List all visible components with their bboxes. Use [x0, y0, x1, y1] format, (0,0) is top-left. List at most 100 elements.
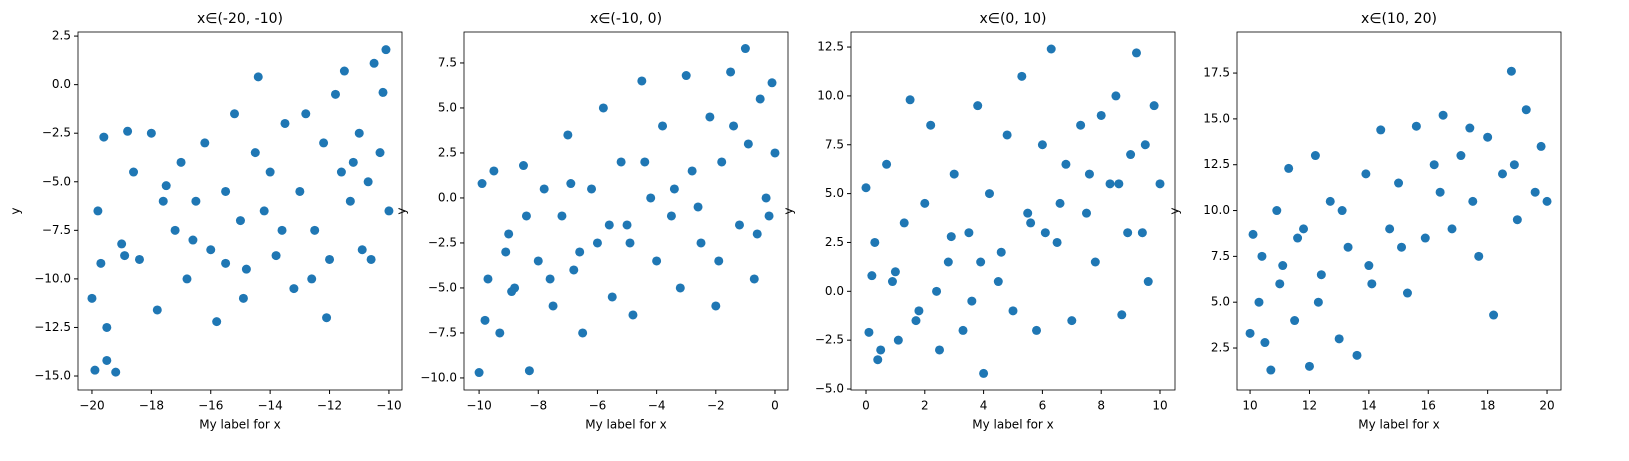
scatter-point	[557, 211, 567, 221]
scatter-point	[1131, 48, 1141, 58]
scatter-point	[1299, 224, 1309, 234]
scatter-point	[646, 193, 656, 203]
scatter-point	[253, 72, 263, 82]
scatter-point	[524, 366, 534, 376]
scatter-point	[887, 277, 897, 287]
y-tick-label: −7.5	[42, 223, 71, 237]
x-tick-label: 12	[1302, 399, 1317, 413]
scatter-point	[1438, 110, 1448, 120]
scatter-point	[658, 121, 668, 131]
scatter-point	[743, 139, 753, 149]
y-tick-label: 2.5	[825, 235, 844, 249]
scatter-point	[495, 328, 505, 338]
scatter-point	[749, 274, 759, 284]
scatter-point	[770, 148, 780, 158]
scatter-point	[946, 232, 956, 242]
y-tick-label: −2.5	[42, 126, 71, 140]
scatter-point	[905, 95, 915, 105]
y-tick-label: 7.5	[825, 137, 844, 151]
scatter-point	[1155, 179, 1165, 189]
scatter-point	[666, 211, 676, 221]
scatter-point	[625, 238, 635, 248]
scatter-point	[729, 121, 739, 131]
axes-frame	[463, 31, 789, 391]
x-axis-label: My label for x	[1358, 418, 1440, 432]
scatter-point	[357, 245, 367, 255]
scatter-point	[893, 335, 903, 345]
scatter-point	[533, 256, 543, 266]
scatter-point	[123, 126, 133, 136]
scatter-point	[1334, 334, 1344, 344]
scatter-point	[507, 287, 517, 297]
scatter-point	[1117, 310, 1127, 320]
scatter-point	[1411, 121, 1421, 131]
scatter-point	[93, 206, 103, 216]
scatter-point	[504, 229, 514, 239]
scatter-point	[289, 284, 299, 294]
x-tick-label: 2	[921, 399, 929, 413]
scatter-point	[890, 267, 900, 277]
scatter-point	[1126, 150, 1136, 160]
scatter-point	[911, 316, 921, 326]
x-tick-label: −4	[648, 399, 666, 413]
scatter-point	[867, 271, 877, 281]
scatter-point	[111, 367, 121, 377]
scatter-point	[280, 118, 290, 128]
scatter-point	[1293, 233, 1303, 243]
scatter-point	[1536, 141, 1546, 151]
scatter-point	[566, 179, 576, 189]
scatter-point	[864, 327, 874, 337]
scatter-point	[996, 247, 1006, 257]
scatter-point	[1474, 251, 1484, 261]
scatter-point	[1506, 66, 1516, 76]
y-tick-label: −5.0	[428, 280, 457, 294]
scatter-point	[1046, 44, 1056, 54]
y-tick-label: 15.0	[1203, 111, 1230, 125]
scatter-point	[501, 247, 511, 257]
scatter-point	[1278, 261, 1288, 271]
scatter-point	[575, 247, 585, 257]
scatter-point	[1114, 179, 1124, 189]
scatter-point	[861, 183, 871, 193]
scatter-point	[1272, 206, 1282, 216]
x-tick-label: 16	[1421, 399, 1436, 413]
scatter-point	[212, 317, 222, 327]
scatter-point	[90, 365, 100, 375]
scatter-point	[1055, 198, 1065, 208]
scatter-point	[483, 274, 493, 284]
scatter-point	[1385, 224, 1395, 234]
scatter-point	[1067, 316, 1077, 326]
scatter-point	[1002, 130, 1012, 140]
scatter-point	[1420, 233, 1430, 243]
scatter-point	[348, 157, 358, 167]
scatter-point	[569, 265, 579, 275]
scatter-point	[1143, 277, 1153, 287]
scatter-point	[1316, 270, 1326, 280]
scatter-point	[616, 157, 626, 167]
scatter-point	[1489, 310, 1499, 320]
y-tick-label: −2.5	[815, 333, 844, 347]
scatter-point	[882, 159, 892, 169]
y-tick-label: −5.0	[815, 382, 844, 396]
scatter-point	[117, 239, 127, 249]
scatter-point	[381, 45, 391, 55]
x-tick-label: 14	[1361, 399, 1376, 413]
scatter-point	[120, 251, 130, 261]
scatter-point	[1260, 338, 1270, 348]
scatter-point	[607, 292, 617, 302]
scatter-point	[375, 148, 385, 158]
scatter-point	[1352, 350, 1362, 360]
y-tick-label: 2.5	[438, 145, 457, 159]
scatter-point	[1364, 261, 1374, 271]
scatter-point	[587, 184, 597, 194]
scatter-point	[1061, 159, 1071, 169]
scatter-point	[669, 184, 679, 194]
y-axis-label: y	[782, 207, 796, 214]
scatter-point	[870, 237, 880, 247]
scatter-point	[1017, 71, 1027, 81]
scatter-point	[899, 218, 909, 228]
scatter-point	[238, 293, 248, 303]
y-tick-label: 5.0	[438, 100, 457, 114]
y-tick-label: −10.0	[34, 271, 71, 285]
scatter-point	[1284, 163, 1294, 173]
